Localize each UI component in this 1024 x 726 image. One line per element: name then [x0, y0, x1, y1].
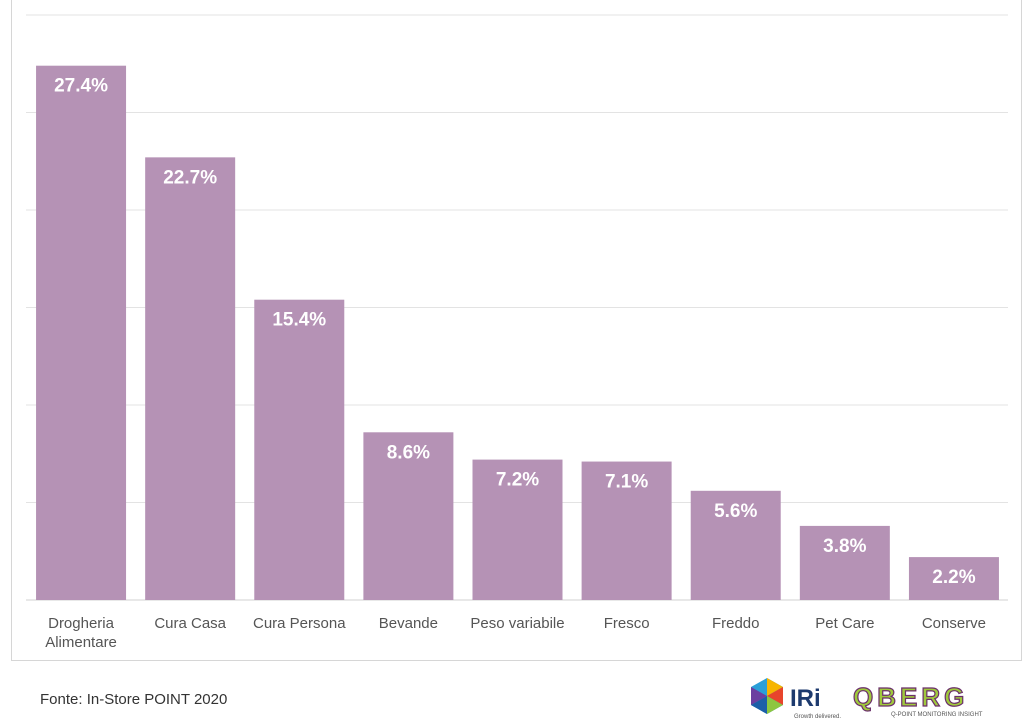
bar [690, 490, 781, 600]
iri-logo: IRi Growth delivered. [751, 678, 841, 720]
bar [363, 432, 454, 600]
data-label: 27.4% [54, 76, 108, 97]
data-label: 7.1% [605, 472, 648, 493]
qberg-tagline: Q-POINT MONITORING INSIGHT [891, 712, 983, 718]
iri-tagline: Growth delivered. [794, 714, 841, 720]
data-label: 5.6% [714, 501, 757, 522]
data-label: 22.7% [163, 167, 217, 188]
data-label: 2.2% [932, 567, 975, 588]
category-label: Freddo [712, 615, 760, 632]
category-label: Cura Casa [154, 615, 226, 632]
category-label: Conserve [922, 615, 986, 632]
bar [36, 65, 127, 600]
category-labels: Drogheria Alimentare Cura Casa Cura Persona… [45, 615, 986, 651]
bar [581, 461, 672, 600]
category-label: Peso variabile [470, 615, 564, 632]
source-note: Fonte: In-Store POINT 2020 [40, 691, 228, 708]
bar [145, 157, 236, 600]
data-label: 8.6% [387, 442, 430, 463]
logos: IRi Growth delivered. QBERG Q-POINT MONI… [751, 678, 983, 720]
data-labels: 27.4% 22.7% 15.4% 8.6% 7.2% 7.1% 5.6% 3.8% 2.2% [54, 76, 976, 588]
category-label: Pet Care [815, 615, 874, 632]
bar [799, 525, 890, 600]
chart-frame: 27.4% 22.7% 15.4% 8.6% 7.2% 7.1% 5.6% 3.8% 2.2% … [11, 0, 1022, 661]
qberg-logo: QBERG Q-POINT MONITORING INSIGHT [852, 681, 983, 718]
data-label: 15.4% [272, 310, 326, 331]
category-label: Alimentare [45, 634, 117, 651]
data-label: 3.8% [823, 536, 866, 557]
iri-logo-text: IRi [790, 685, 821, 712]
qberg-logo-text: QBERG [853, 682, 968, 712]
bar-chart: 27.4%22.7%15.4%8.6%7.2% 7.1%5.6%3.8%2.2% … [26, 14, 1008, 651]
bar [254, 299, 345, 600]
category-label: Drogheria [48, 615, 115, 632]
category-label: Bevande [379, 615, 438, 632]
bar [908, 557, 999, 600]
data-label: 7.2% [496, 470, 539, 491]
bar [472, 459, 563, 600]
category-label: Fresco [604, 615, 650, 632]
bars [36, 65, 999, 600]
category-label: Cura Persona [253, 615, 346, 632]
